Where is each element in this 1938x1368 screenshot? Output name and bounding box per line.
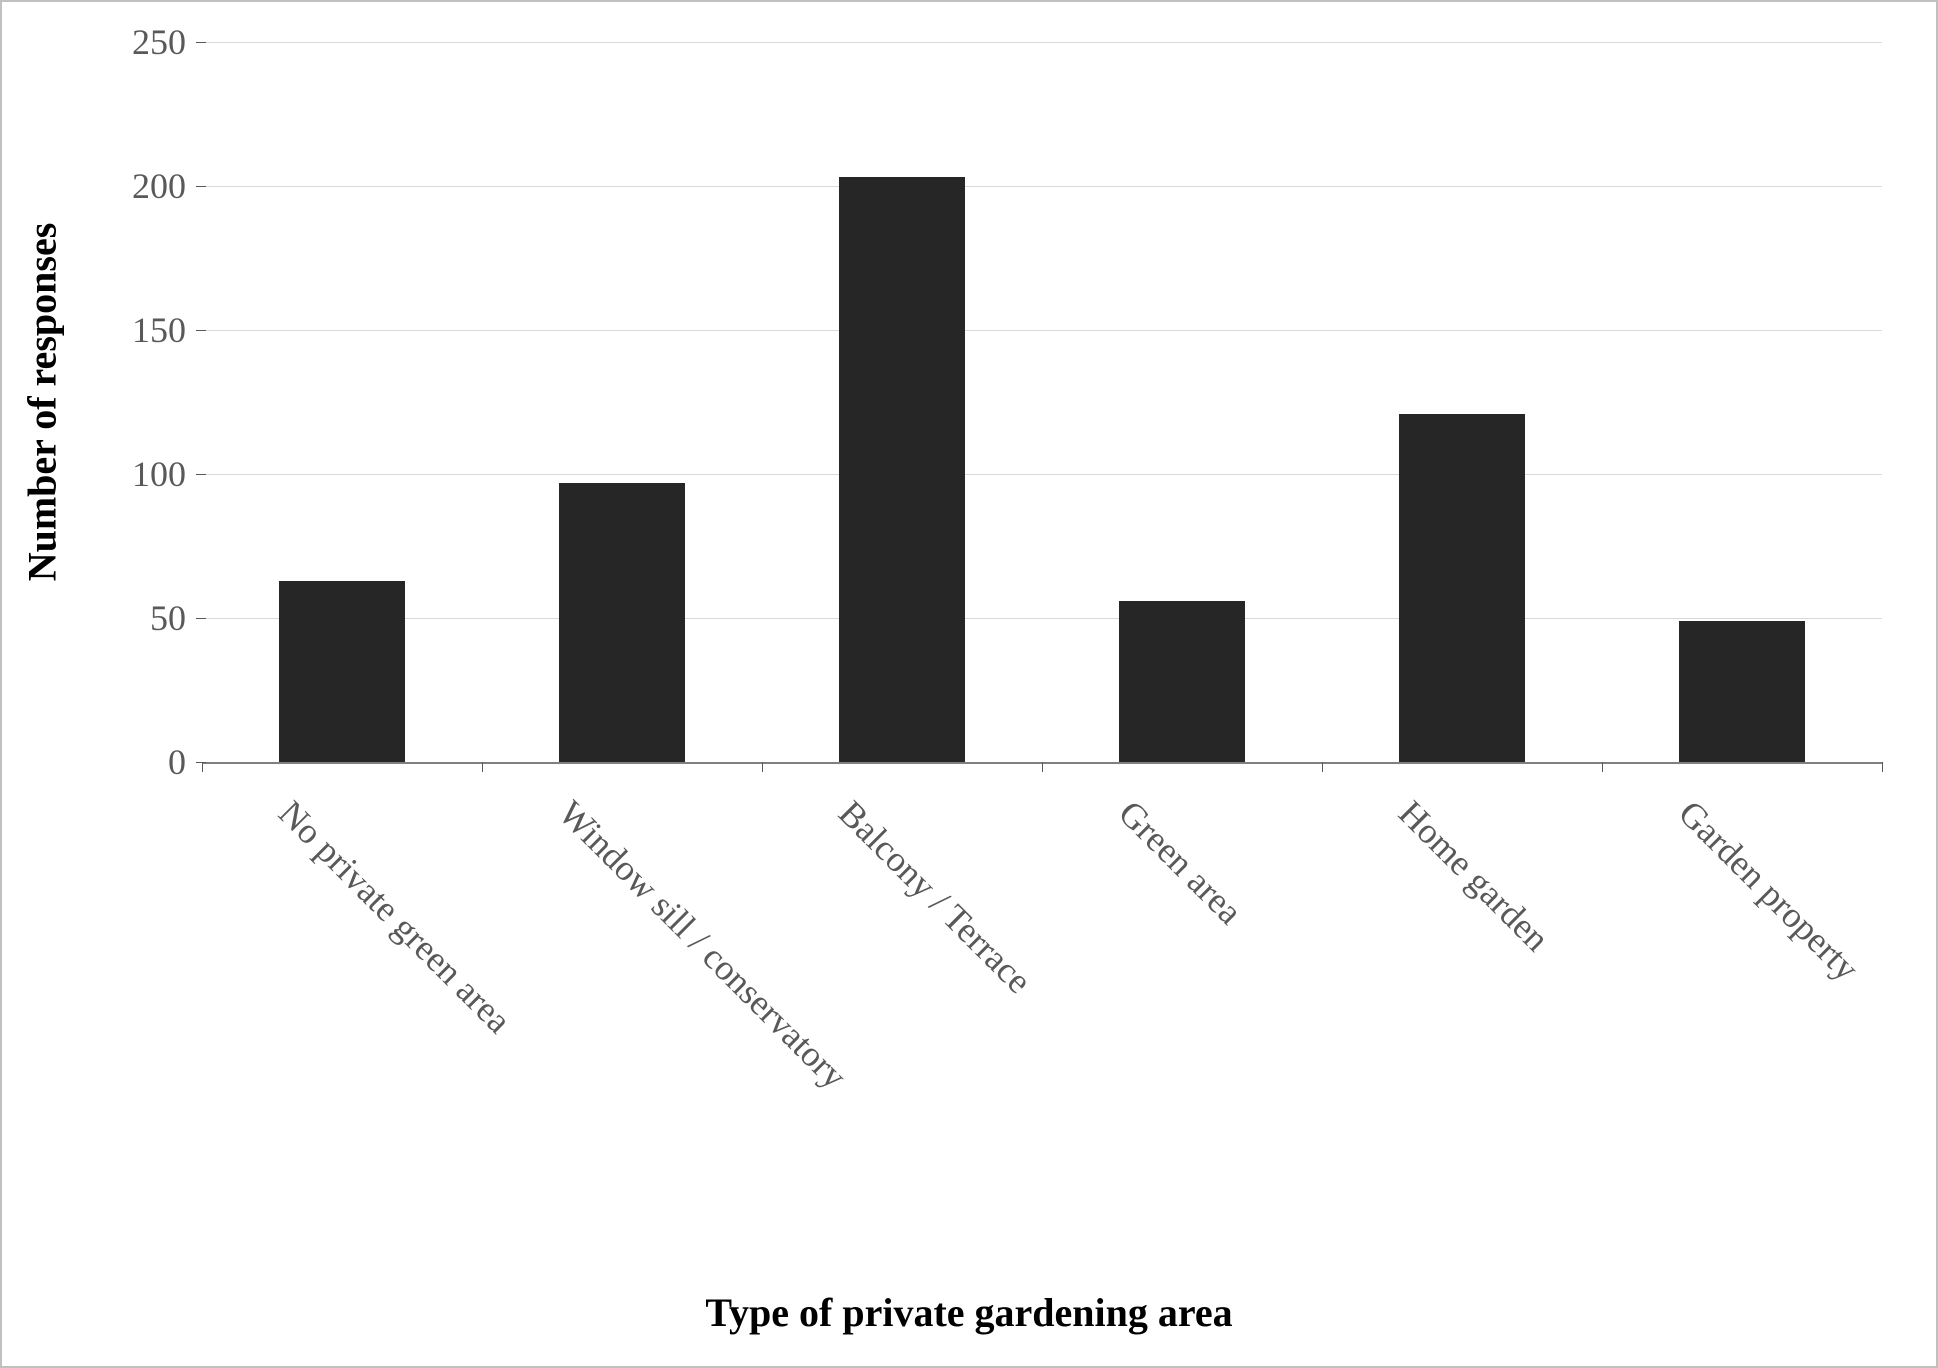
gridline <box>202 186 1882 187</box>
x-axis-tick <box>1042 762 1043 772</box>
y-tick-label: 100 <box>106 453 186 495</box>
bar <box>279 581 405 762</box>
x-tick-label: Balcony / Terrace <box>830 792 1040 1002</box>
y-axis-tick <box>196 762 206 763</box>
x-axis-tick <box>202 762 203 772</box>
plot-area <box>202 42 1882 762</box>
x-tick-label: Garden property <box>1670 792 1867 989</box>
y-axis-tick <box>196 474 206 475</box>
x-axis-tick <box>482 762 483 772</box>
y-tick-label: 200 <box>106 165 186 207</box>
x-axis-tick <box>1602 762 1603 772</box>
bar <box>1399 414 1525 762</box>
gridline <box>202 474 1882 475</box>
y-axis-tick <box>196 186 206 187</box>
y-axis-tick <box>196 330 206 331</box>
x-axis-tick <box>762 762 763 772</box>
x-axis-tick <box>1882 762 1883 772</box>
x-tick-label: Home garden <box>1390 792 1558 960</box>
x-tick-label: No private green area <box>270 792 519 1041</box>
x-tick-label: Window sill / conservatory <box>550 792 855 1097</box>
x-axis-title: Type of private gardening area <box>705 1289 1232 1336</box>
gridline <box>202 330 1882 331</box>
gridline <box>202 42 1882 43</box>
x-tick-label: Green area <box>1110 792 1251 933</box>
y-axis-tick <box>196 618 206 619</box>
bar-chart-container: Number of responses Type of private gard… <box>0 0 1938 1368</box>
bar <box>839 177 965 762</box>
y-axis-title: Number of responses <box>19 223 66 582</box>
bar <box>1119 601 1245 762</box>
bar <box>559 483 685 762</box>
y-tick-label: 150 <box>106 309 186 351</box>
bar <box>1679 621 1805 762</box>
y-tick-label: 0 <box>106 741 186 783</box>
y-tick-label: 50 <box>106 597 186 639</box>
y-tick-label: 250 <box>106 21 186 63</box>
y-axis-tick <box>196 42 206 43</box>
gridline <box>202 618 1882 619</box>
x-axis-tick <box>1322 762 1323 772</box>
